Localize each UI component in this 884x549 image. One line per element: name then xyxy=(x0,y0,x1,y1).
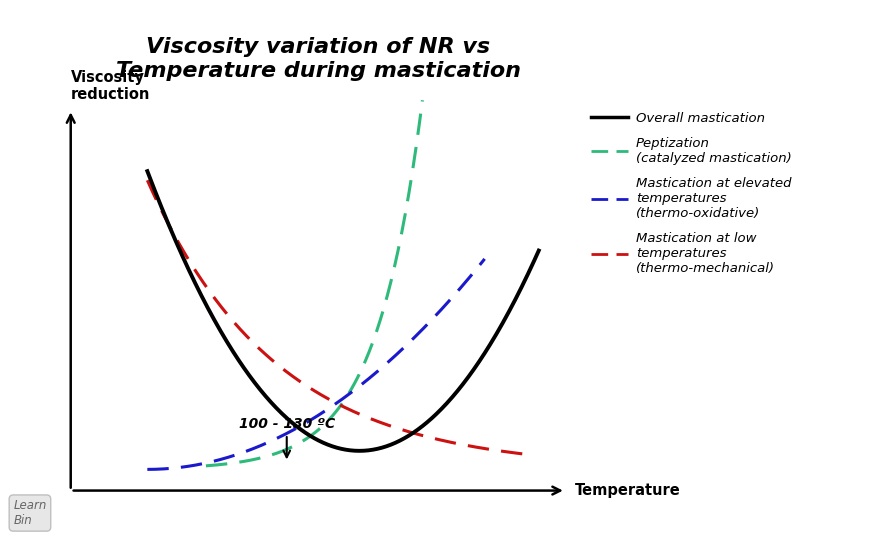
Text: Temperature: Temperature xyxy=(575,483,681,498)
Legend: Overall mastication, Peptization
(catalyzed mastication), Mastication at elevate: Overall mastication, Peptization (cataly… xyxy=(585,107,796,280)
Text: Learn
Bin: Learn Bin xyxy=(13,499,47,527)
Text: Viscosity
reduction: Viscosity reduction xyxy=(71,70,150,102)
Text: 100 - 130 ºC: 100 - 130 ºC xyxy=(239,417,335,430)
Title: Viscosity variation of NR vs
Temperature during mastication: Viscosity variation of NR vs Temperature… xyxy=(116,37,521,81)
